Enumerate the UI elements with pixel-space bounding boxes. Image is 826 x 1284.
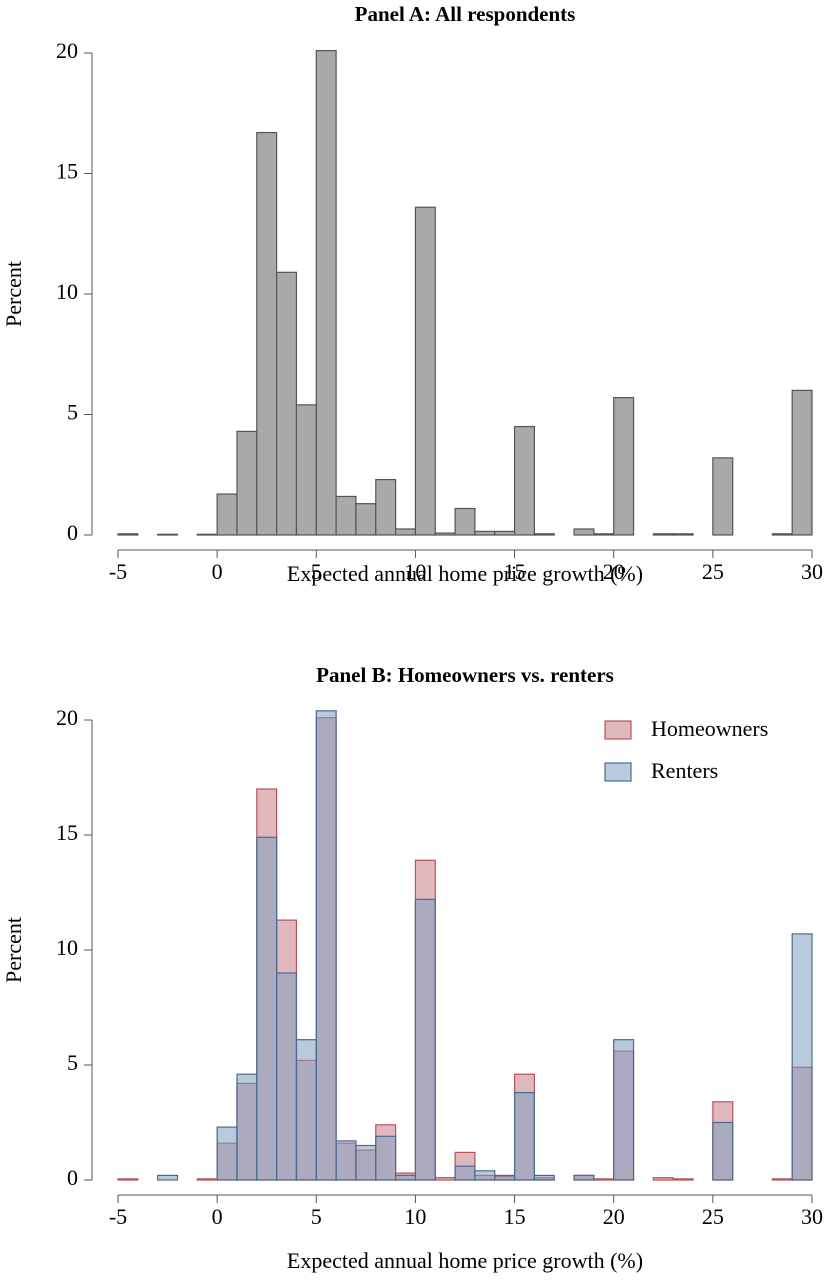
y-tick-label: 5 [67,400,78,425]
histogram-bar [276,271,298,536]
y-axis-label: Percent [1,261,26,327]
histogram-bar [771,533,793,536]
x-tick-label: 10 [404,559,426,584]
histogram-bar [652,1177,674,1181]
histogram-bar [513,425,535,536]
histogram-bar [295,1039,317,1181]
x-tick-label: -5 [109,559,127,584]
histogram-bar [335,495,357,536]
legend-label: Renters [651,758,718,783]
histogram-bar [533,1174,555,1181]
legend-swatch [604,762,632,782]
y-axis-label: Percent [1,917,26,983]
histogram-bar [672,1178,694,1181]
histogram-bar [276,972,298,1181]
y-tick-label: 5 [67,1050,78,1075]
x-tick-label: 5 [311,559,322,584]
y-tick-label: 20 [56,705,78,730]
histogram-bar [613,397,635,536]
x-tick-label: 25 [702,559,724,584]
x-tick-label: 0 [212,1204,223,1229]
histogram-bar [414,206,436,536]
histogram-bar [315,49,337,536]
histogram-bar [593,1178,615,1181]
histogram-bar [256,836,278,1181]
histogram-bar [593,533,615,536]
histogram-bar [494,530,516,536]
histogram-bar [315,710,337,1181]
histogram-bar [434,532,456,536]
histogram-bar [355,1144,377,1181]
histogram-bar [513,1091,535,1181]
histogram-bar [236,1073,258,1181]
histogram-bar [434,1177,456,1181]
histogram-bar [712,457,734,536]
x-tick-label: 20 [603,1204,625,1229]
x-tick-label: 20 [603,559,625,584]
histogram-bar [712,1121,734,1181]
histogram-bar [216,1126,238,1181]
histogram-bar [196,533,218,536]
histogram-bar [157,1174,179,1181]
histogram-bar [791,389,813,536]
histogram-bar [157,533,179,536]
x-tick-label: 30 [801,1204,823,1229]
histogram-bar [573,1174,595,1181]
histogram-bar [117,1178,139,1181]
histogram-bar [573,528,595,536]
histogram-bar [355,503,377,536]
histogram-bar [414,898,436,1181]
histogram-bar [533,533,555,536]
y-tick-label: 15 [56,820,78,845]
histogram-bar [494,1174,516,1181]
histogram-bar [672,533,694,536]
legend-swatch [604,720,632,740]
histogram-bar [474,530,496,536]
x-tick-label: 25 [702,1204,724,1229]
x-tick-label: 15 [504,559,526,584]
x-tick-label: 5 [311,1204,322,1229]
histogram-bar [395,1174,417,1181]
histogram-bar [395,528,417,536]
histogram-bar [117,533,139,536]
y-tick-label: 10 [56,279,78,304]
y-tick-label: 0 [67,1165,78,1190]
histogram-bar [791,933,813,1181]
x-axis-label: Expected annual home price growth (%) [287,561,643,586]
histogram-bar [375,478,397,536]
chart-title: Panel B: Homeowners vs. renters [316,663,614,687]
histogram-bar [454,1165,476,1181]
x-tick-label: 30 [801,559,823,584]
histogram-bar [216,493,238,536]
histogram-bar [652,533,674,536]
x-axis-label: Expected annual home price growth (%) [287,1248,643,1273]
histogram-bar [771,1178,793,1181]
chart-title: Panel A: All respondents [355,2,576,26]
histogram-bar [236,430,258,536]
histogram-bar [454,507,476,536]
x-tick-label: -5 [109,1204,127,1229]
y-tick-label: 20 [56,38,78,63]
histogram-bar [295,404,317,536]
legend-label: Homeowners [651,716,768,741]
y-tick-label: 0 [67,520,78,545]
x-tick-label: 15 [504,1204,526,1229]
histogram-bar [256,131,278,536]
histogram-bar [474,1170,496,1181]
x-tick-label: 10 [404,1204,426,1229]
histogram-bar [335,1140,357,1181]
histogram-bar [375,1135,397,1181]
x-tick-label: 0 [212,559,223,584]
histogram-bar [196,1178,218,1181]
y-tick-label: 10 [56,935,78,960]
histogram-bar [613,1039,635,1181]
y-tick-label: 15 [56,159,78,184]
